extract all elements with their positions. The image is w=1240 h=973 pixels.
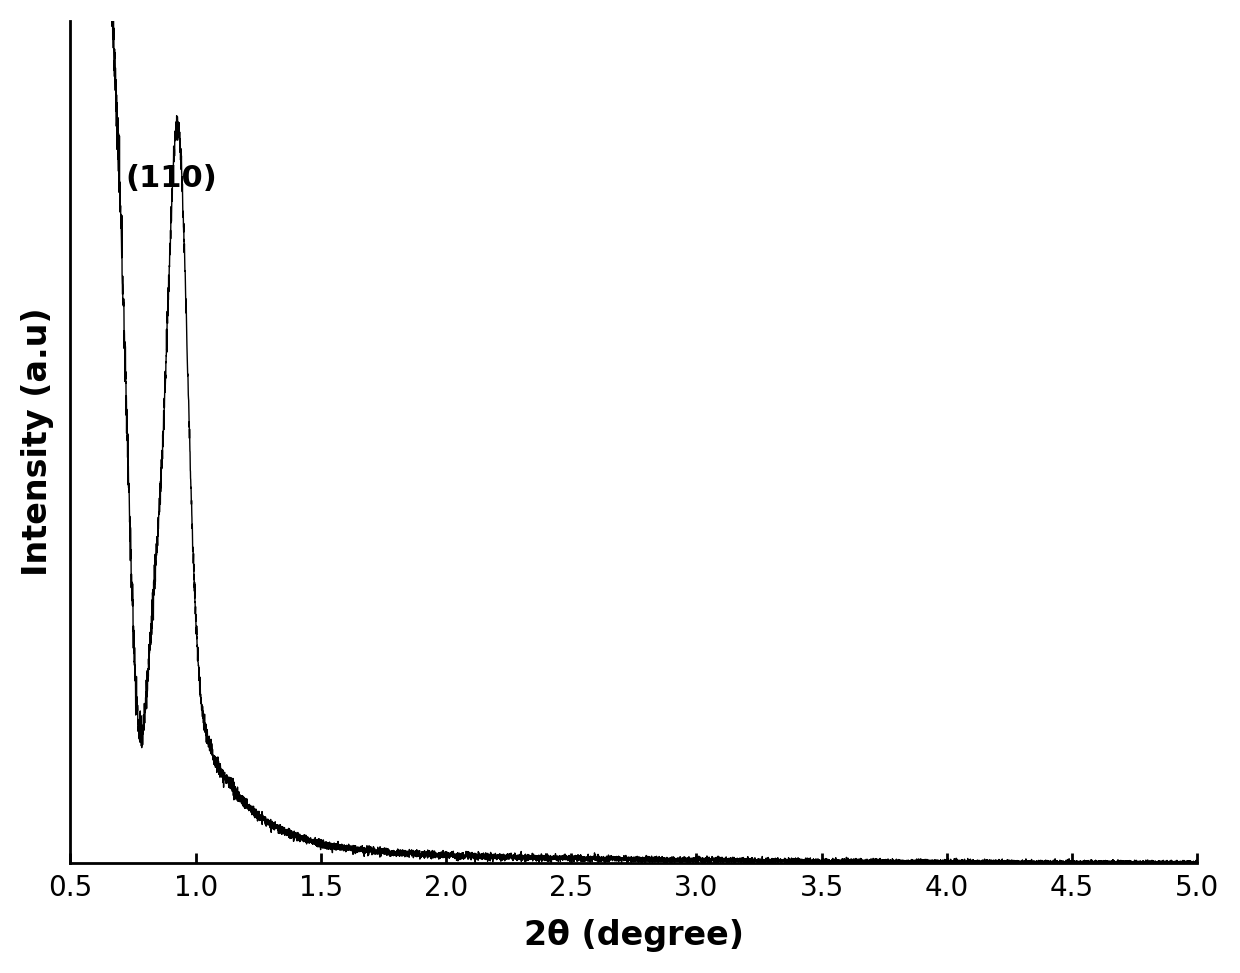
Y-axis label: Intensity (a.u): Intensity (a.u) bbox=[21, 307, 53, 576]
Text: (110): (110) bbox=[125, 164, 217, 193]
X-axis label: 2θ (degree): 2θ (degree) bbox=[523, 919, 744, 953]
